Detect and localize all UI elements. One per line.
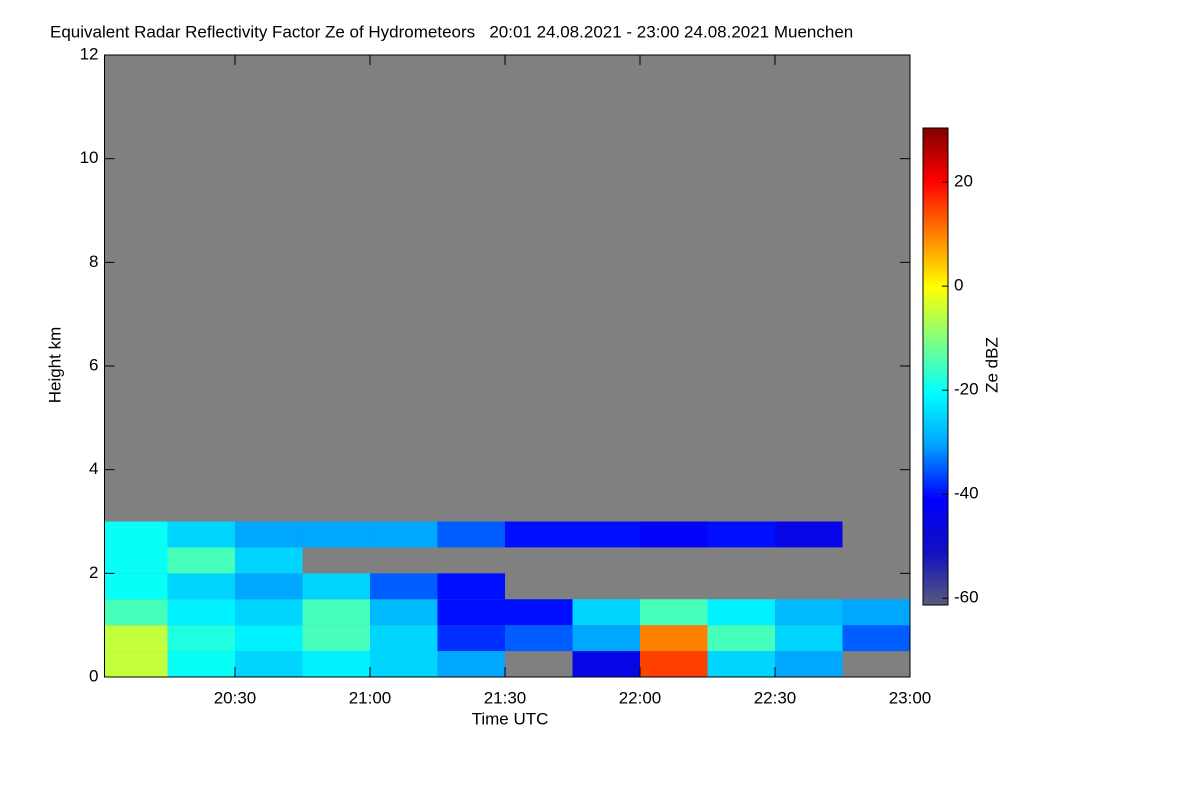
- heatmap-cell: [104, 547, 168, 574]
- y-tick-label: 12: [80, 44, 99, 63]
- heatmap-cell: [369, 599, 438, 626]
- heatmap-cell: [774, 625, 843, 652]
- colorbar-tick-label: -40: [954, 484, 979, 503]
- heatmap-cell: [167, 573, 235, 600]
- heatmap-cell: [774, 599, 843, 626]
- heatmap-cell: [167, 599, 235, 626]
- heatmap-cell: [167, 651, 235, 677]
- heatmap-cell: [774, 651, 843, 677]
- heatmap-cell: [639, 599, 708, 626]
- y-tick-label: 0: [89, 666, 98, 685]
- heatmap-cell: [707, 521, 775, 548]
- heatmap-cell: [774, 521, 843, 548]
- y-tick-label: 10: [80, 148, 99, 167]
- heatmap-cell: [302, 651, 370, 677]
- heatmap-cell: [167, 625, 235, 652]
- heatmap-cell: [842, 599, 910, 626]
- heatmap-cell: [167, 521, 235, 548]
- heatmap-cell: [437, 651, 505, 677]
- y-tick-label: 8: [89, 252, 98, 271]
- heatmap-cell: [572, 521, 640, 548]
- heatmap-cell: [234, 547, 303, 574]
- heatmap-cell: [369, 625, 438, 652]
- colorbar-tick-label: -60: [954, 588, 979, 607]
- heatmap-cell: [234, 573, 303, 600]
- heatmap-cell: [707, 625, 775, 652]
- chart-title: Equivalent Radar Reflectivity Factor Ze …: [50, 22, 853, 41]
- heatmap-cell: [842, 625, 910, 652]
- x-tick-label: 21:00: [349, 688, 392, 707]
- x-axis-label: Time UTC: [472, 709, 549, 728]
- heatmap-cell: [639, 521, 708, 548]
- heatmap-cell: [369, 521, 438, 548]
- heatmap-cell: [572, 651, 640, 677]
- heatmap-cell: [437, 625, 505, 652]
- heatmap-cell: [302, 521, 370, 548]
- heatmap-cell: [234, 599, 303, 626]
- x-tick-label: 23:00: [889, 688, 932, 707]
- x-tick-label: 22:00: [619, 688, 662, 707]
- y-tick-label: 6: [89, 355, 98, 374]
- heatmap-cell: [437, 521, 505, 548]
- heatmap-cell: [707, 651, 775, 677]
- heatmap-cell: [104, 599, 168, 626]
- heatmap-cell: [369, 651, 438, 677]
- x-tick-label: 20:30: [214, 688, 257, 707]
- colorbar-tick-label: 20: [954, 172, 973, 191]
- heatmap-cell: [104, 625, 168, 652]
- heatmap-cell: [167, 547, 235, 574]
- heatmap-cell: [302, 625, 370, 652]
- colorbar: [922, 127, 949, 606]
- heatmap-cell: [639, 625, 708, 652]
- heatmap-cell: [437, 573, 505, 600]
- colorbar-label: Ze dBZ: [982, 337, 1001, 393]
- heatmap-cell: [639, 651, 708, 677]
- colorbar-tick-label: -20: [954, 380, 979, 399]
- heatmap-cell: [437, 599, 505, 626]
- y-tick-label: 4: [89, 459, 98, 478]
- heatmap-cell: [369, 573, 438, 600]
- heatmap-cell: [504, 521, 573, 548]
- heatmap-cell: [572, 599, 640, 626]
- colorbar-tick-label: 0: [954, 276, 963, 295]
- heatmap-cell: [104, 573, 168, 600]
- heatmap-cell: [234, 625, 303, 652]
- y-tick-label: 2: [89, 563, 98, 582]
- heatmap-cell: [572, 625, 640, 652]
- heatmap-cell: [234, 651, 303, 677]
- heatmap-cell: [504, 599, 573, 626]
- heatmap-cell: [104, 651, 168, 677]
- heatmap-cell: [302, 599, 370, 626]
- heatmap-cell: [234, 521, 303, 548]
- heatmap-cell: [504, 625, 573, 652]
- x-tick-label: 21:30: [484, 688, 527, 707]
- x-tick-label: 22:30: [754, 688, 797, 707]
- heatmap-cell: [104, 521, 168, 548]
- y-axis-label: Height km: [45, 327, 64, 404]
- heatmap-cell: [707, 599, 775, 626]
- heatmap-cell: [302, 573, 370, 600]
